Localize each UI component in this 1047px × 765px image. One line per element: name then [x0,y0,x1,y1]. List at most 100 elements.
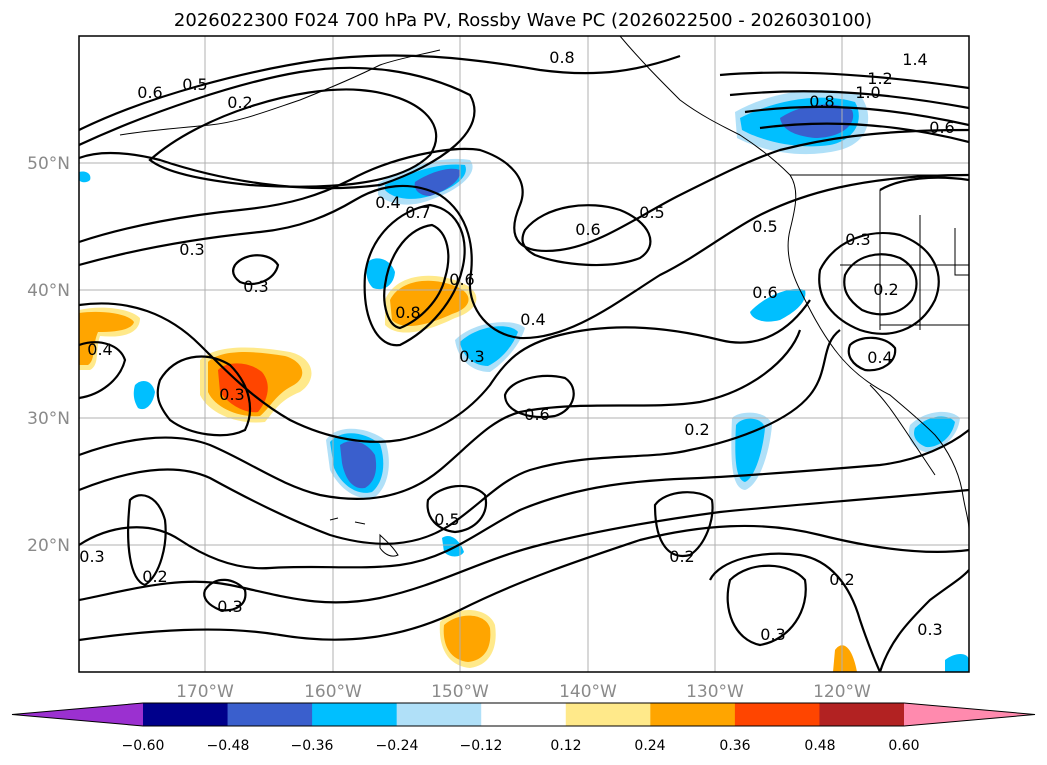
lat-tick-label: 40°N [27,281,70,301]
colorbar-segment [734,703,820,726]
blob-orange-sw-corner [833,645,857,672]
alaska-coast [619,36,969,531]
blob-orange-14n-core [443,615,491,662]
contour-label: 0.6 [137,83,162,102]
blob-blue-42n [366,258,395,290]
contour-label: 0.4 [520,310,545,329]
contour-tropical-1 [79,429,969,570]
contour-nw-canada-3 [744,105,969,127]
contour-nw-canada-1 [719,71,969,90]
colorbar-tick-label: −0.12 [460,738,503,754]
colorbar-tick-label: 0.24 [634,738,665,754]
colorbar-segment [396,703,482,726]
colorbar-tick-label: 0.12 [550,738,581,754]
figure-title: 2026022300 F024 700 hPa PV, Rossby Wave … [174,10,872,31]
contour-california-low [818,231,940,335]
contour-0.5-closed-subtrop [426,484,488,534]
contour-label: 0.2 [684,420,709,439]
contour-label: 0.5 [752,217,777,236]
colorbar-segment [312,703,398,726]
contour-ne-cut [879,176,969,191]
blob-blue-35n-core [460,326,518,366]
contour-0.2-closed-south [653,491,714,557]
pv-contours [79,54,969,672]
contour-label: 0.3 [917,620,942,639]
contour-se-outer [709,552,882,672]
blob-blue-41n-coast [750,288,806,322]
contour-label: 0.6 [575,220,600,239]
contour-0.3-closed-sw [203,578,247,612]
contour-label: 0.3 [459,347,484,366]
colorbar-tick-label: 0.36 [719,738,750,754]
contour-label: 0.8 [395,303,420,322]
contour-label: 0.3 [79,547,104,566]
contour-label: 0.2 [227,93,252,112]
contour-label: 0.5 [434,510,459,529]
contour-label: 1.0 [855,83,880,102]
contour-north-ridge-inner [79,66,476,190]
lon-tick-label: 140°W [559,682,617,702]
blob-blue-west-edge [133,380,155,410]
blob-blue-se-corner [945,654,969,672]
blob-blue-48n-small [79,171,91,183]
blob-ne-pacific-negative-inner [780,104,854,138]
baja [869,384,936,476]
lon-tick-label: 150°W [431,682,489,702]
contour-mid-lat-wave-1 [79,128,969,252]
contour-label: 0.3 [217,597,242,616]
lon-tick-label: 170°W [176,682,234,702]
lon-tick-label: 130°W [686,682,744,702]
colorbar-extend-high [904,703,1035,726]
contour-0.5-west-loop [156,355,252,437]
colorbar-tick-label: 0.48 [804,738,835,754]
blob-orange-40n-core [390,280,469,327]
map-frame [78,35,970,673]
colorbar-outline [11,702,1036,727]
contour-label: 0.2 [829,570,854,589]
colorbar-segment [227,703,313,726]
contour-label: 0.5 [182,75,207,94]
contour-sw-long [79,299,811,443]
contour-label: 0.6 [929,118,954,137]
lat-tick-label: 30°N [27,409,70,429]
colorbar-segment [143,703,229,726]
contour-label: 1.4 [902,50,927,69]
colorbar-tick-labels: −0.60 −0.48 −0.36 −0.24 −0.12 0.12 0.24 … [122,738,920,754]
contour-0.3-closed-se [726,564,807,647]
contour-label: 1.2 [867,69,892,88]
contour-0.4-closed-east [847,336,897,372]
contour-label: 0.6 [449,270,474,289]
contour-se-rightmost [878,569,969,672]
contour-label: 0.4 [87,340,112,359]
contour-0.3-closed-west [232,254,280,286]
state-lines [840,190,969,330]
contour-label: 0.2 [873,280,898,299]
contour-label: 0.6 [524,405,549,424]
lon-tick-label: 120°W [813,682,871,702]
contour-nw-canada-4 [759,122,969,144]
contour-label: 0.3 [845,230,870,249]
contour-north-ridge-outer [79,54,681,131]
colorbar-segment [481,703,567,726]
contour-closed-0.6-east [521,204,652,267]
contour-0.4-west-edge [79,341,127,400]
coastlines [119,36,969,557]
contour-nw-canada-2 [729,90,969,110]
contour-label: 0.4 [867,348,892,367]
blob-orange-w-edge-core [79,311,134,365]
contour-trough-closed [363,203,466,347]
lon-tick-label: 160°W [304,682,362,702]
contour-label: 0.8 [549,48,574,67]
blob-blue-mexico-core [914,416,955,448]
contour-label: 0.3 [219,385,244,404]
contour-label: 0.4 [375,193,400,212]
contour-label: 0.6 [752,283,777,302]
colorbar [11,702,1036,727]
lat-tick-label: 50°N [27,154,70,174]
aleutian-islands [119,49,441,136]
contour-labels: 0.6 0.5 0.2 0.8 1.2 1.0 0.8 1.4 0.6 0.4 … [79,48,954,644]
contour-label: 0.5 [639,203,664,222]
colorbar-segment [565,703,651,726]
contour-label: 0.8 [809,92,834,111]
